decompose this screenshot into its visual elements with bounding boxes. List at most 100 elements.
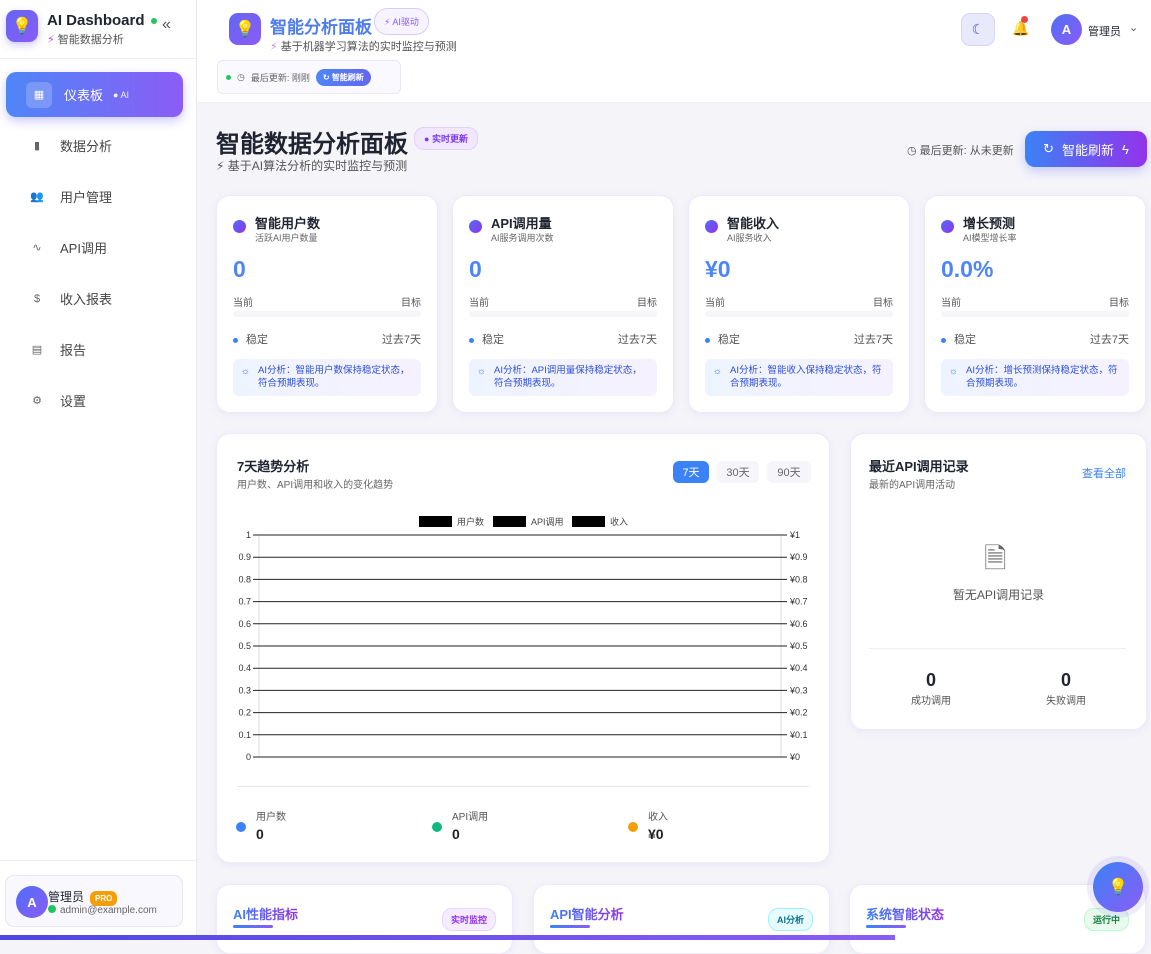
stat-card: 智能用户数 活跃AI用户数量 0 当前 目标 稳定 过去7天 ☼ AI分析：智能用… (216, 195, 438, 413)
api-subtitle: 最新的API调用活动 (869, 480, 956, 491)
stat-dot-icon (941, 220, 954, 233)
divider (237, 786, 809, 787)
avatar: A (16, 886, 48, 918)
sidebar-item-dashboard[interactable]: ▦ 仪表板 ● AI (6, 72, 183, 117)
progress-bar (469, 311, 657, 317)
sidebar-item-api[interactable]: ∿ API调用 (6, 225, 183, 270)
y-tick-label: 1 (246, 530, 251, 540)
target-label: 目标 (401, 298, 421, 309)
stat-card: 智能收入 AI服务收入 ¥0 当前 目标 稳定 过去7天 ☼ AI分析：智能收入保… (688, 195, 910, 413)
badge: 实时监控 (441, 908, 496, 931)
check-icon (48, 905, 56, 913)
bar-chart-icon: ▮ (33, 140, 41, 152)
collapse-sidebar-icon[interactable]: « (162, 16, 171, 33)
notification-dot (1021, 16, 1028, 23)
stat-subtitle: AI服务调用次数 (491, 233, 554, 243)
sidebar-item-analytics[interactable]: ▮ 数据分析 (6, 123, 183, 168)
stat-subtitle: AI服务收入 (727, 233, 772, 243)
y-tick-label: 0 (246, 752, 251, 762)
last-update: ◷ 最后更新: 从未更新 (907, 145, 1014, 157)
legend-label: 用户数 (457, 516, 484, 527)
bolt-icon: ϟ (1122, 141, 1129, 157)
y-tick-label: 0.4 (238, 663, 251, 673)
label: 报告 (60, 343, 87, 358)
y2-tick-label: ¥0.5 (789, 641, 808, 651)
trend-subtitle: 用户数、API调用和收入的变化趋势 (237, 480, 394, 491)
header-subtitle: ⚡ 基于机器学习算法的实时监控与预测 (270, 41, 457, 53)
view-all-link[interactable]: 查看全部 (1082, 468, 1126, 480)
realtime-badge: ● 实时更新 (414, 127, 478, 150)
range-7d-button[interactable]: 7天 (673, 461, 709, 483)
sidebar-item-settings[interactable]: ⚙ 设置 (6, 378, 183, 423)
legend-dot (236, 822, 246, 832)
ai-insight: ☼ AI分析：API调用量保持稳定状态，符合预期表现。 (469, 359, 657, 396)
header-avatar[interactable]: A (1051, 14, 1082, 45)
ai-badge: ● AI (113, 89, 129, 100)
file-icon: ▤ (31, 344, 43, 356)
legend-dot (628, 822, 638, 832)
clock-icon: ◷ (237, 71, 245, 82)
period-label: 过去7天 (1089, 334, 1129, 346)
trend-status: 稳定 (233, 331, 268, 347)
bolt-icon: ⚡ (270, 41, 278, 53)
api-analysis-card: API智能分析 AI分析 (533, 884, 830, 954)
legend-label: 收入 (610, 516, 628, 527)
range-30d-button[interactable]: 30天 (717, 461, 759, 483)
stat-dot-icon (705, 220, 718, 233)
y2-tick-label: ¥0.8 (789, 574, 808, 584)
range-90d-button[interactable]: 90天 (767, 461, 811, 483)
y-tick-label: 0.8 (238, 574, 251, 584)
chevron-down-icon[interactable]: ⌄ (1129, 22, 1139, 34)
current-label: 当前 (469, 298, 489, 309)
smart-refresh-small-button[interactable]: ↻ 智能刷新 (315, 68, 371, 86)
legend-swatch (572, 516, 605, 527)
legend-dot (432, 822, 442, 832)
theme-toggle-moon-icon[interactable]: ☾ (961, 13, 995, 46)
y2-tick-label: ¥0.6 (789, 619, 808, 629)
header-user-name[interactable]: 管理员 (1088, 26, 1121, 38)
dollar-icon: $ (33, 292, 41, 305)
ai-assistant-lightbulb-icon[interactable]: 💡 (1093, 862, 1143, 912)
stat-dot-icon (469, 220, 482, 233)
ai-insight: ☼ AI分析：智能收入保持稳定状态，符合预期表现。 (705, 359, 893, 396)
sidebar-item-users[interactable]: 👥 用户管理 (6, 174, 183, 219)
stat-title: 智能收入 (727, 216, 780, 231)
y-tick-label: 0.2 (238, 708, 251, 718)
legend-swatch (419, 516, 452, 527)
smart-refresh-button[interactable]: ↻ 智能刷新 ϟ (1025, 131, 1147, 167)
legend-label: API调用 (531, 517, 564, 527)
legend-swatch (493, 516, 526, 527)
trend-card: 7天趋势分析 用户数、API调用和收入的变化趋势 7天 30天 90天 用户数 A… (216, 433, 830, 863)
card-title: 系统智能状态 (866, 904, 944, 923)
y2-tick-label: ¥0.1 (789, 730, 808, 740)
sidebar-item-revenue[interactable]: $ 收入报表 (6, 276, 183, 321)
progress-bar (233, 311, 421, 317)
ai-performance-card: AI性能指标 实时监控 (216, 884, 513, 954)
current-label: 当前 (233, 298, 253, 309)
brand-name: AI Dashboard (47, 12, 157, 29)
label: 用户管理 (60, 190, 113, 205)
update-status: ◷ 最后更新: 刚刚 ↻ 智能刷新 (217, 60, 401, 94)
page-subtitle: ⚡ 基于AI算法分析的实时监控与预测 (216, 159, 408, 173)
sidebar-item-reports[interactable]: ▤ 报告 (6, 327, 183, 372)
status-dot (226, 74, 231, 80)
grid-icon: ▦ (26, 81, 52, 108)
user-card[interactable]: A 管理员 PRO admin@example.com (5, 875, 183, 927)
label: 数据分析 (60, 139, 113, 154)
notification-bell-icon[interactable]: 🔔 (1012, 16, 1029, 37)
ai-insight: ☼ AI分析：智能用户数保持稳定状态，符合预期表现。 (233, 359, 421, 396)
online-dot (150, 18, 157, 25)
badge: AI分析 (767, 908, 813, 931)
api-title: 最近API调用记录 (869, 459, 969, 474)
divider (869, 648, 1126, 649)
stat-card: API调用量 AI服务调用次数 0 当前 目标 稳定 过去7天 ☼ AI分析：AP… (452, 195, 674, 413)
y2-tick-label: ¥0.3 (789, 685, 808, 695)
user-email: admin@example.com (48, 905, 157, 916)
y-tick-label: 0.3 (238, 685, 251, 695)
y2-tick-label: ¥0.2 (789, 708, 808, 718)
page-title: 智能数据分析面板 (216, 131, 408, 158)
y2-tick-label: ¥0.7 (789, 597, 808, 607)
y-tick-label: 0.6 (238, 619, 251, 629)
sidebar-nav: ▦ 仪表板 ● AI ▮ 数据分析 👥 用户管理 ∿ API调用 $ 收入报表 ▤ 报告 ⚙ 设… (6, 72, 183, 429)
current-label: 当前 (941, 298, 961, 309)
